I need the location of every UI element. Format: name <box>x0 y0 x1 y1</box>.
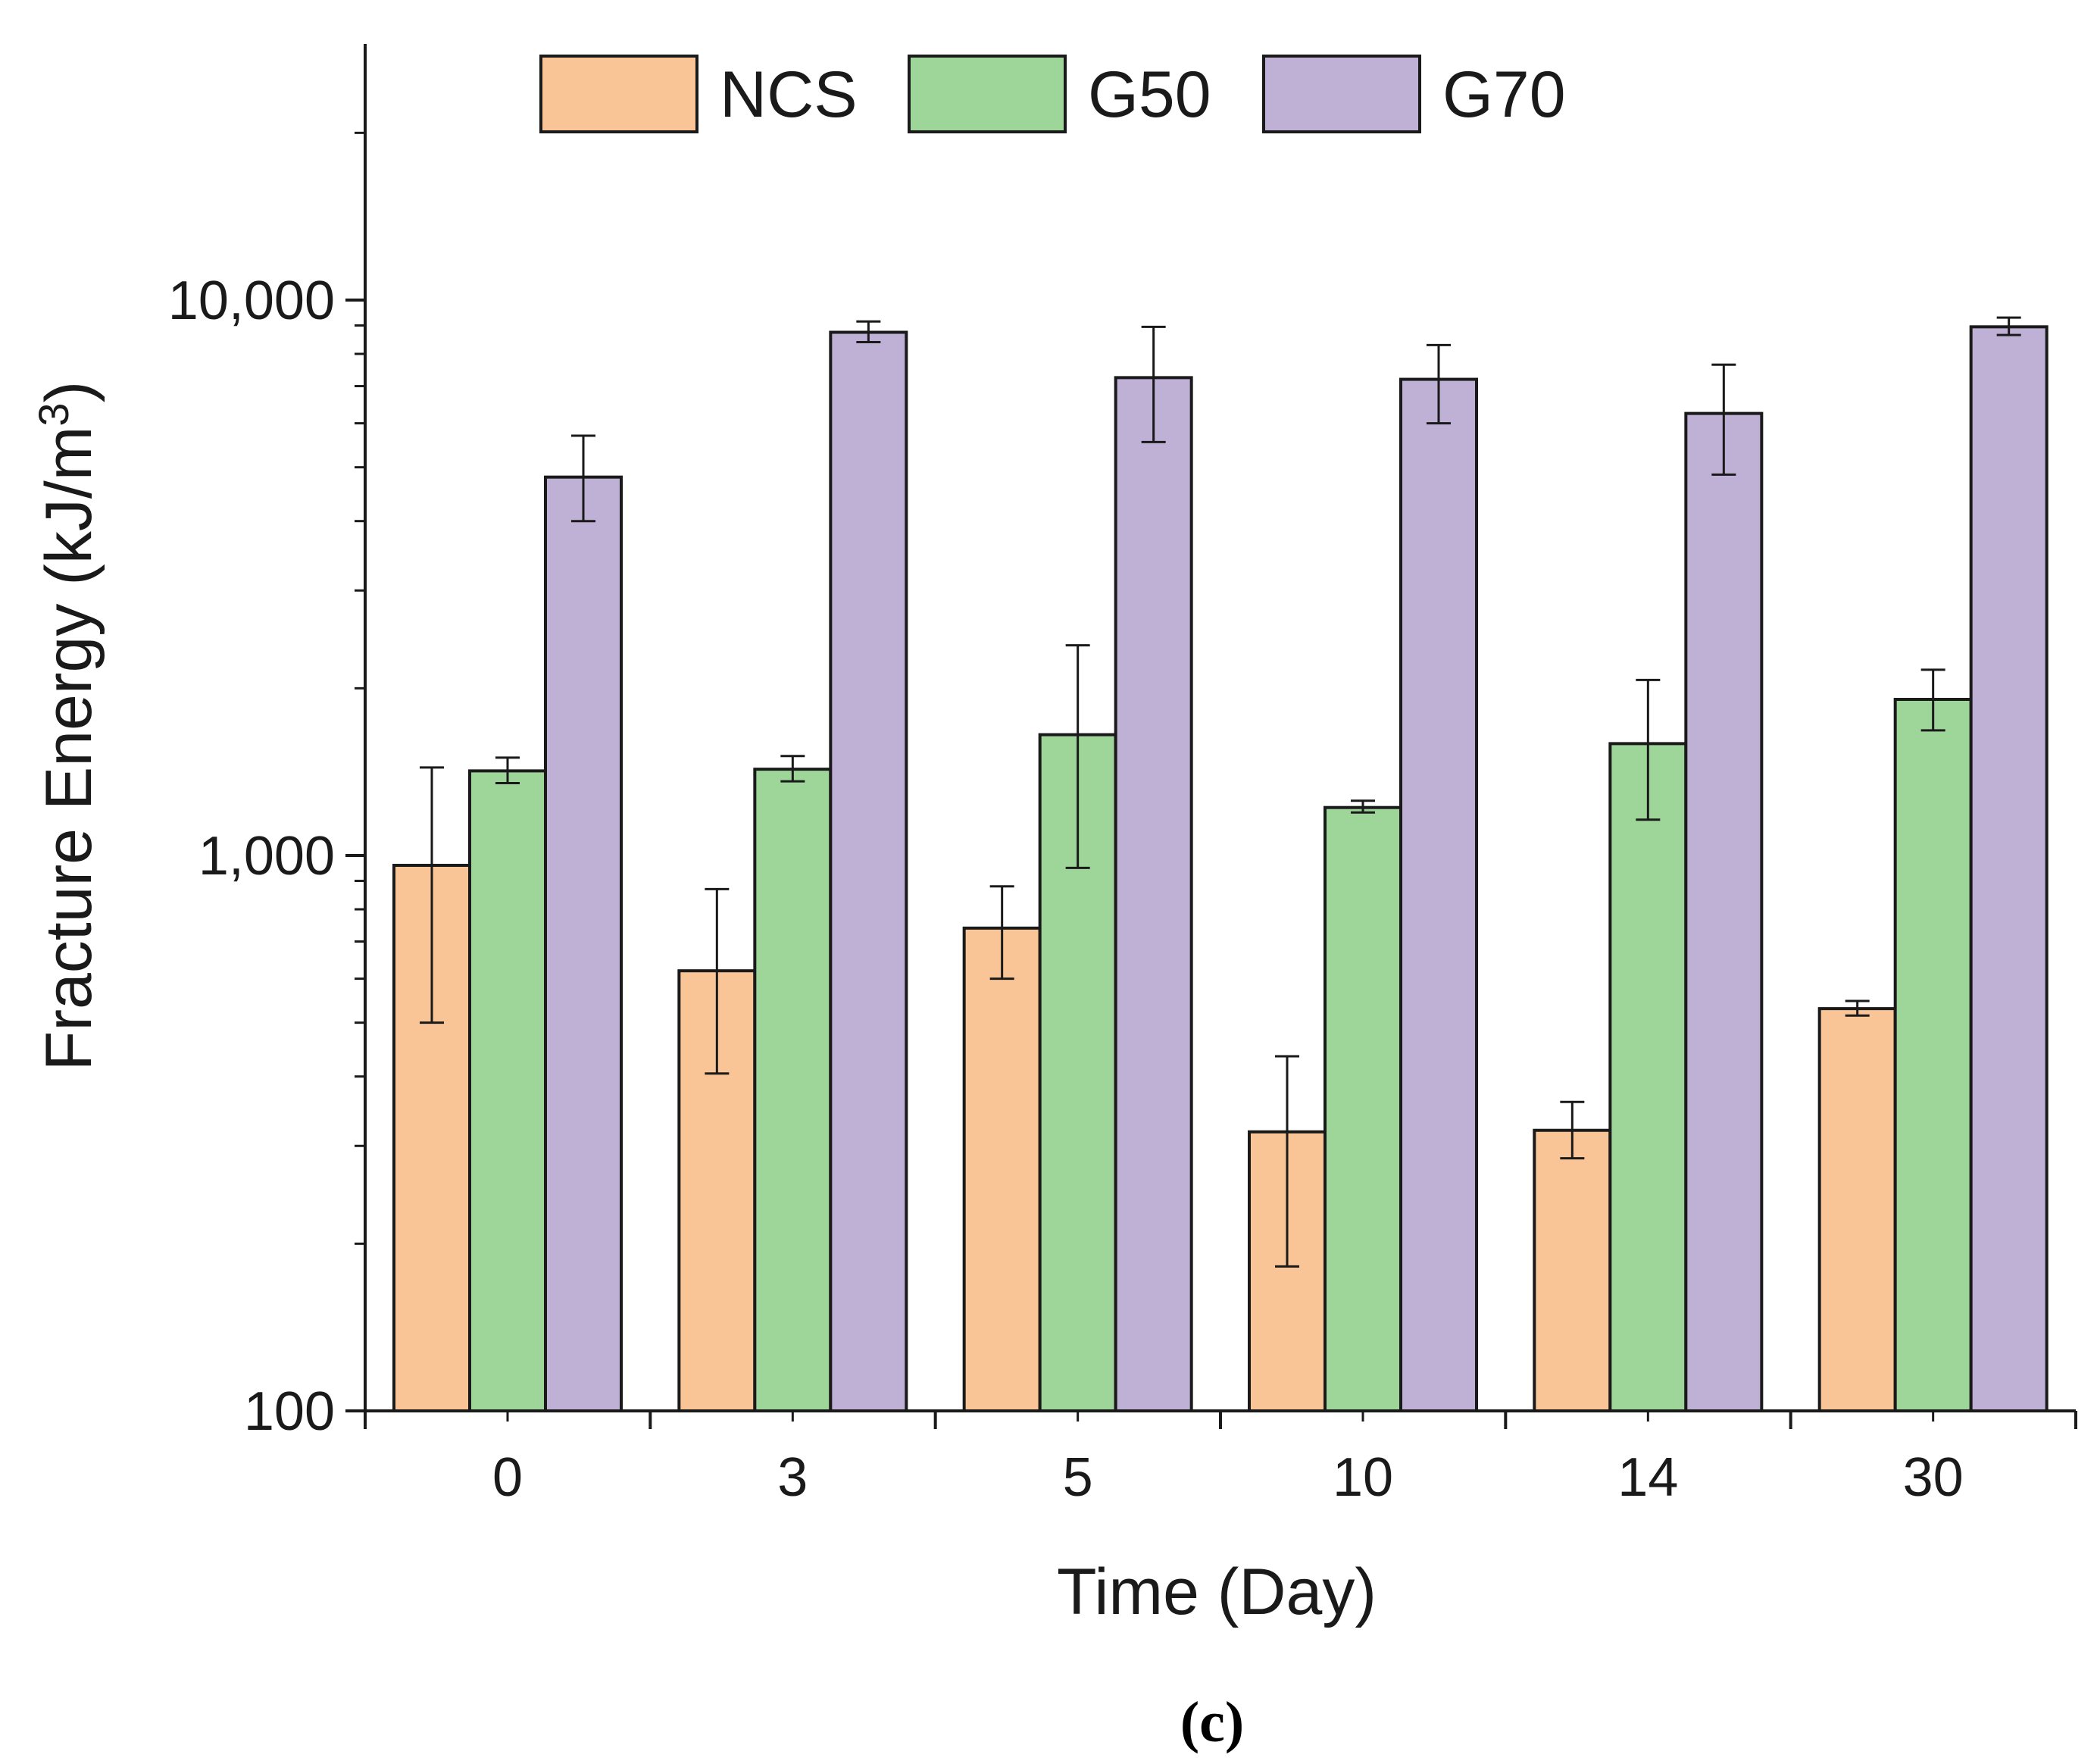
x-tick-label: 0 <box>492 1447 523 1508</box>
legend-swatch-g50 <box>908 55 1067 133</box>
legend-swatch-ncs <box>539 55 698 133</box>
bar <box>1969 325 2049 1412</box>
bar <box>1684 411 1764 1412</box>
y-tick-label: 100 <box>244 1381 335 1442</box>
x-tick-label: 5 <box>1063 1447 1093 1508</box>
bar <box>1608 742 1688 1412</box>
bar <box>753 768 833 1412</box>
bar <box>1399 377 1478 1412</box>
bar <box>1324 805 1402 1412</box>
series-g50 <box>468 644 1973 1412</box>
y-axis-ticks: 100 1,000 10,000 <box>168 131 365 1442</box>
x-tick-label: 3 <box>777 1447 808 1508</box>
y-axis-title-main: Fracture Energy (kJ/m <box>33 427 105 1071</box>
bar <box>544 475 623 1412</box>
panel-label: (c) <box>1180 1690 1244 1754</box>
bar <box>962 926 1042 1412</box>
legend-label-g50: G50 <box>1088 58 1211 131</box>
series-g70 <box>544 316 2049 1413</box>
legend: NCS G50 G70 <box>539 55 1566 133</box>
x-tick-label: 10 <box>1333 1447 1393 1508</box>
bar <box>1893 698 1973 1412</box>
series-ncs <box>392 766 1897 1413</box>
y-tick-label: 1,000 <box>198 826 335 887</box>
y-tick-label: 10,000 <box>168 271 335 331</box>
bar <box>1114 376 1193 1413</box>
bar <box>829 330 908 1413</box>
x-tick-label: 30 <box>1903 1447 1964 1508</box>
y-axis-title-close: ) <box>33 381 105 403</box>
bar-groups <box>392 316 2049 1413</box>
bar <box>1533 1128 1612 1413</box>
legend-label-ncs: NCS <box>720 58 858 131</box>
y-axis-title: Fracture Energy (kJ/m3) <box>30 381 105 1071</box>
legend-swatch-g70 <box>1262 55 1421 133</box>
y-axis-title-superscript: 3 <box>30 402 77 426</box>
x-tick-label: 14 <box>1617 1447 1678 1508</box>
bar <box>1817 1007 1897 1413</box>
x-axis-title: Time (Day) <box>1057 1556 1377 1628</box>
x-axis-ticks: 0 3 5 10 14 30 <box>364 1411 2077 1508</box>
legend-label-g70: G70 <box>1442 58 1566 131</box>
bar <box>468 769 547 1412</box>
